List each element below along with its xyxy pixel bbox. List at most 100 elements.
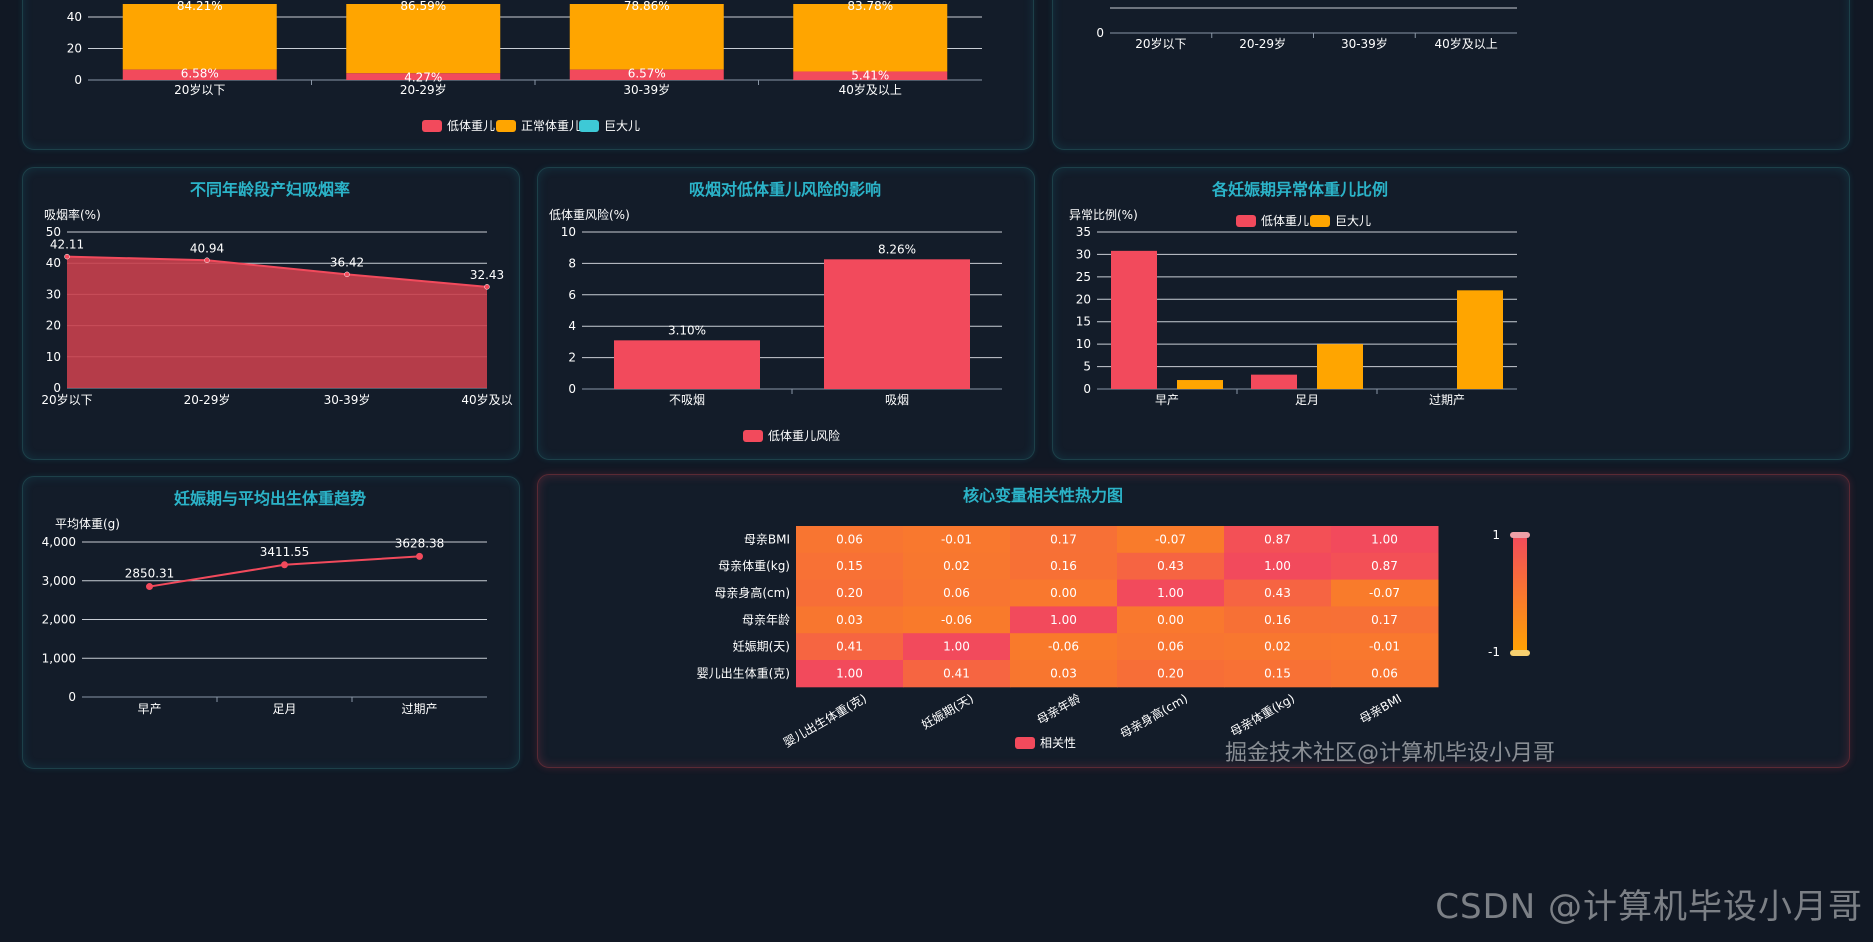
heatmap-y-label: 妊娠期(天) [733, 640, 790, 654]
heatmap-cell [903, 552, 1011, 581]
heatmap-x-label: 妊娠期(天) [919, 691, 976, 732]
bar-normal-weight [122, 4, 277, 70]
y-tick-label: 10 [561, 225, 576, 239]
x-tick-label: 早产 [137, 702, 161, 716]
heatmap-value: 1.00 [1050, 613, 1077, 627]
bar-macrosomia [1317, 344, 1363, 389]
heatmap-cell [1010, 552, 1118, 581]
heatmap-value: -0.01 [1369, 640, 1400, 654]
heatmap-value: 0.15 [1264, 666, 1291, 680]
bar-low-weight [1251, 374, 1297, 389]
heatmap-cell [1117, 579, 1225, 607]
heatmap-value: 0.16 [1050, 559, 1077, 573]
heatmap-cell [1117, 633, 1225, 661]
x-tick-label: 20-29岁 [184, 392, 231, 407]
heatmap-y-label: 婴儿出生体重(克) [697, 666, 790, 680]
data-label: 2850.31 [125, 567, 175, 581]
data-label: 32.43 [470, 268, 504, 282]
heatmap-cell [1010, 579, 1118, 607]
bar-low-weight [1111, 250, 1157, 389]
heatmap-value: 1.00 [943, 640, 970, 654]
x-tick-label: 20岁以下 [174, 82, 225, 97]
heatmap-y-label: 母亲身高(cm) [714, 585, 790, 600]
x-tick-label: 足月 [1295, 393, 1319, 407]
x-tick-label: 吸烟 [885, 393, 909, 407]
data-label: 3.10% [668, 323, 706, 337]
heatmap-cell [1331, 633, 1439, 661]
heatmap-value: 0.41 [943, 666, 970, 680]
y-tick-label: 50 [46, 225, 61, 239]
legend-swatch [743, 430, 763, 442]
y-tick-label: 0 [568, 382, 576, 396]
heatmap-cell [903, 660, 1011, 688]
y-tick-label: 20 [67, 42, 82, 56]
data-label: 42.11 [50, 238, 84, 252]
y-tick-label: 2,000 [42, 613, 76, 627]
x-tick-label: 40岁及以上 [1434, 36, 1497, 51]
heatmap-value: -0.07 [1155, 532, 1186, 546]
heatmap-cell [1331, 579, 1439, 607]
y-axis-label: 吸烟率(%) [44, 207, 101, 222]
legend-label: 低体重儿 [1261, 214, 1309, 228]
y-tick-label: 30 [1076, 247, 1091, 261]
y-axis-label: 低体重风险(%) [549, 207, 630, 222]
bar-macrosomia [1177, 380, 1223, 389]
data-label-low: 5.41% [851, 68, 889, 82]
heatmap-value: 0.03 [1050, 666, 1077, 680]
csdn-watermark: CSDN @计算机毕设小月哥 [1435, 887, 1863, 927]
data-label-normal: 83.78% [847, 0, 893, 13]
x-tick-label: 过期产 [1429, 393, 1465, 407]
heatmap-cell [796, 660, 904, 688]
data-label: 3411.55 [260, 545, 310, 559]
y-tick-label: 35 [1076, 225, 1091, 239]
heatmap-cell [796, 606, 904, 634]
legend-label: 相关性 [1040, 736, 1076, 750]
heatmap-cell [1117, 660, 1225, 688]
y-tick-label: 3,000 [42, 574, 76, 588]
bar-low-weight-risk [824, 259, 970, 389]
chart-title: 吸烟对低体重儿风险的影响 [689, 180, 881, 199]
heatmap-cell [1117, 552, 1225, 581]
y-tick-label: 20 [1076, 292, 1091, 306]
legend-swatch [1236, 215, 1256, 227]
legend-label: 低体重儿风险 [768, 428, 840, 443]
heatmap-cell [1010, 660, 1118, 688]
data-point [281, 561, 288, 569]
heatmap-x-label: 母亲身高(cm) [1117, 690, 1190, 741]
heatmap-cell [796, 633, 904, 661]
data-label: 36.42 [330, 255, 364, 269]
chart-title: 各妊娠期异常体重儿比例 [1211, 180, 1388, 199]
data-point [484, 284, 490, 290]
visual-map-max-label: 1 [1492, 528, 1500, 542]
x-tick-label: 30-39岁 [1341, 36, 1388, 51]
x-tick-label: 40岁及以 [461, 392, 512, 407]
bar-macrosomia [1457, 290, 1503, 389]
heatmap-value: 0.17 [1050, 532, 1077, 546]
heatmap-value: 0.06 [1371, 666, 1398, 680]
panel-gestation-weight [22, 476, 520, 769]
heatmap-cell [1224, 633, 1332, 661]
data-label: 8.26% [878, 242, 916, 256]
data-point [146, 583, 153, 591]
heatmap-value: 0.87 [1264, 532, 1291, 546]
y-tick-label: 10 [1076, 337, 1091, 351]
heatmap-value: -0.01 [941, 532, 972, 546]
bar-low-weight-risk [614, 340, 760, 389]
y-tick-label: 30 [46, 287, 61, 301]
legend-label: 正常体重儿 [521, 119, 581, 133]
heatmap-value: 0.02 [943, 559, 970, 573]
heatmap-cell [903, 606, 1011, 634]
y-tick-label: 0 [74, 73, 82, 87]
heatmap-cell [796, 552, 904, 581]
bar-normal-weight [346, 4, 501, 74]
y-tick-label: 1,000 [42, 651, 76, 665]
heatmap-value: -0.06 [1048, 640, 1079, 654]
x-tick-label: 20岁以下 [1135, 36, 1186, 51]
heatmap-value: 0.41 [836, 640, 863, 654]
heatmap-cell [796, 526, 904, 554]
bar-low-weight [569, 69, 724, 80]
heatmap-cell [1331, 606, 1439, 634]
heatmap-cell [1224, 606, 1332, 634]
y-tick-label: 40 [67, 10, 82, 24]
data-label-normal: 78.86% [624, 0, 670, 13]
